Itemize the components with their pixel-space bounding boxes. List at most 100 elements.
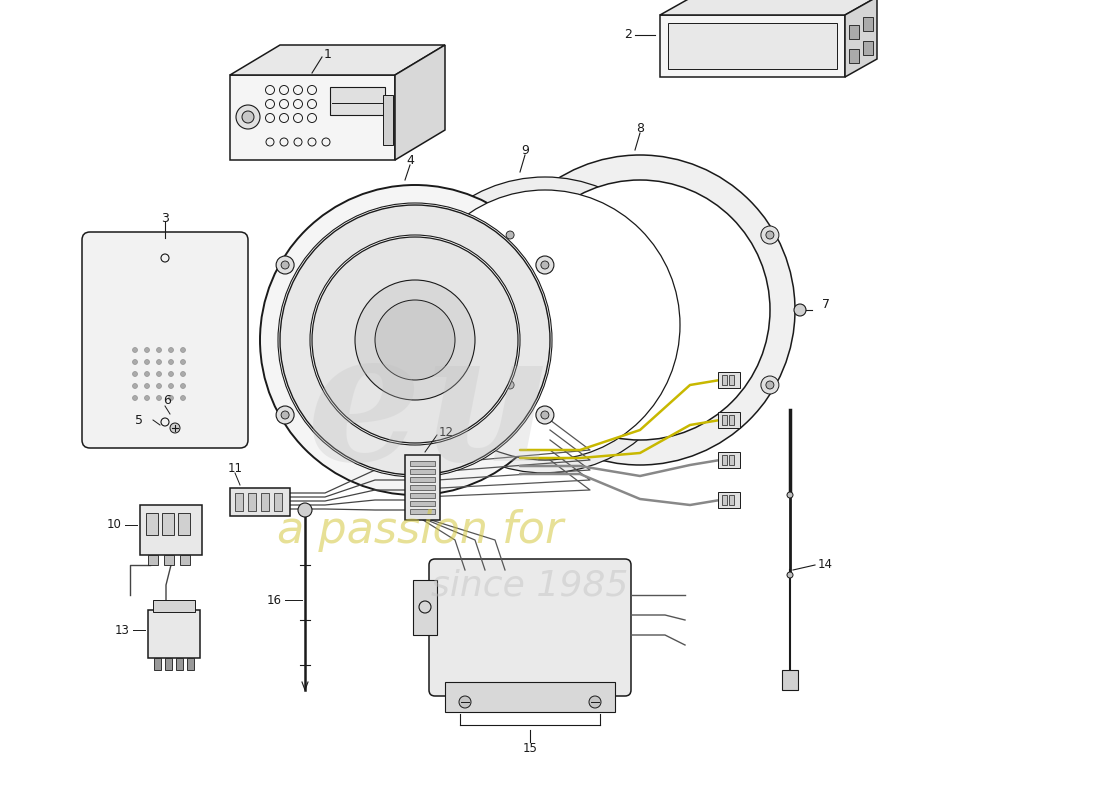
Circle shape: [180, 383, 186, 389]
Text: 4: 4: [406, 154, 414, 166]
Text: eu: eu: [307, 322, 553, 498]
Circle shape: [786, 492, 793, 498]
Bar: [274, 493, 282, 511]
Bar: [410, 501, 435, 506]
Circle shape: [485, 155, 795, 465]
FancyBboxPatch shape: [82, 232, 248, 448]
FancyBboxPatch shape: [429, 559, 631, 696]
Bar: [330, 87, 385, 115]
Polygon shape: [230, 45, 446, 75]
Circle shape: [766, 381, 774, 389]
Text: a passion for: a passion for: [277, 509, 563, 551]
Circle shape: [132, 383, 138, 389]
Circle shape: [541, 261, 549, 269]
Bar: [178, 513, 190, 535]
Circle shape: [156, 347, 162, 353]
Bar: [446, 682, 615, 712]
Circle shape: [276, 256, 294, 274]
Circle shape: [168, 383, 174, 389]
Bar: [718, 492, 740, 508]
Circle shape: [761, 376, 779, 394]
Circle shape: [536, 256, 554, 274]
Circle shape: [410, 190, 680, 460]
Text: 11: 11: [228, 462, 242, 474]
Text: 16: 16: [267, 594, 282, 606]
Bar: [410, 485, 435, 490]
Circle shape: [144, 395, 150, 401]
Circle shape: [236, 105, 260, 129]
Circle shape: [375, 300, 455, 380]
Circle shape: [280, 205, 550, 475]
Text: 7: 7: [822, 298, 830, 311]
Circle shape: [144, 347, 150, 353]
Text: 3: 3: [161, 211, 169, 225]
Circle shape: [502, 226, 519, 244]
Circle shape: [168, 359, 174, 365]
Bar: [849, 49, 859, 62]
Circle shape: [180, 395, 186, 401]
Circle shape: [144, 371, 150, 377]
Bar: [165, 658, 172, 670]
Circle shape: [144, 383, 150, 389]
Text: since 1985: since 1985: [431, 568, 629, 602]
Bar: [162, 513, 174, 535]
Bar: [187, 658, 194, 670]
Text: 10: 10: [107, 518, 122, 531]
Text: 5: 5: [135, 414, 143, 426]
Bar: [410, 461, 435, 466]
Circle shape: [168, 347, 174, 353]
Bar: [864, 17, 873, 31]
Bar: [140, 505, 202, 555]
Circle shape: [502, 376, 519, 394]
Bar: [729, 415, 734, 425]
Text: 6: 6: [163, 394, 170, 406]
Text: 14: 14: [818, 558, 833, 571]
Bar: [176, 658, 183, 670]
Circle shape: [510, 180, 770, 440]
Circle shape: [260, 185, 570, 495]
Bar: [782, 670, 797, 690]
Circle shape: [397, 177, 693, 473]
Bar: [148, 555, 158, 565]
Polygon shape: [660, 15, 845, 77]
Circle shape: [156, 395, 162, 401]
Bar: [410, 509, 435, 514]
Circle shape: [156, 359, 162, 365]
Bar: [261, 493, 270, 511]
Circle shape: [794, 304, 806, 316]
Circle shape: [132, 347, 138, 353]
Text: 9: 9: [521, 143, 529, 157]
Text: 15: 15: [522, 742, 538, 754]
Circle shape: [506, 231, 514, 239]
Bar: [148, 610, 200, 658]
Bar: [410, 493, 435, 498]
Circle shape: [298, 503, 312, 517]
Circle shape: [355, 280, 475, 400]
Circle shape: [536, 406, 554, 424]
Circle shape: [156, 383, 162, 389]
Bar: [410, 477, 435, 482]
Text: 2: 2: [624, 29, 632, 42]
Circle shape: [282, 261, 289, 269]
Text: 1: 1: [324, 49, 332, 62]
Polygon shape: [660, 0, 877, 15]
Circle shape: [132, 359, 138, 365]
Bar: [248, 493, 256, 511]
Bar: [729, 495, 734, 505]
Bar: [722, 415, 727, 425]
Circle shape: [132, 371, 138, 377]
Bar: [153, 600, 195, 612]
Polygon shape: [230, 75, 395, 160]
Bar: [412, 580, 437, 635]
Circle shape: [310, 235, 520, 445]
Circle shape: [242, 111, 254, 123]
Text: 12: 12: [439, 426, 454, 438]
Circle shape: [180, 371, 186, 377]
Circle shape: [180, 347, 186, 353]
Bar: [230, 488, 290, 516]
Circle shape: [312, 237, 518, 443]
Bar: [729, 455, 734, 465]
Bar: [164, 555, 174, 565]
Circle shape: [282, 411, 289, 419]
Circle shape: [168, 395, 174, 401]
